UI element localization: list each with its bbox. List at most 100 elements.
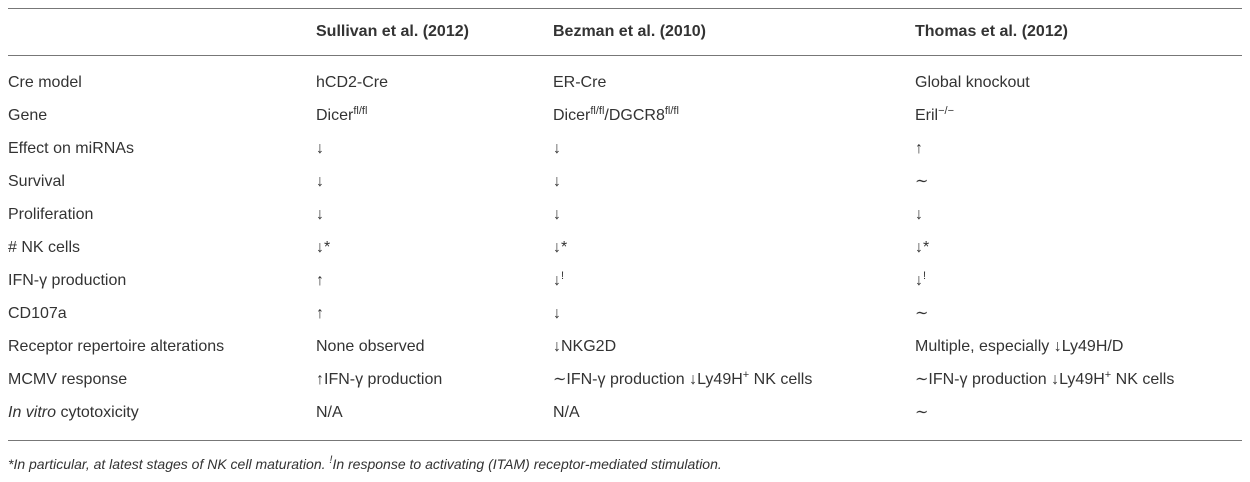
text-run: Multiple, especially ↓Ly49H/D	[915, 338, 1124, 355]
table-cell: Dicerfl/fl/DGCR8fl/fl	[553, 106, 679, 126]
text-run: ↓*	[915, 239, 930, 256]
text-run: ↓	[553, 272, 561, 289]
table-cell: ↓*	[915, 238, 929, 258]
row-label: In vitro cytotoxicity	[8, 403, 139, 423]
text-run: MCMV response	[8, 371, 128, 388]
row-label: Proliferation	[8, 205, 93, 225]
table-cell: ↑	[316, 304, 324, 324]
row-label: Receptor repertoire alterations	[8, 337, 224, 357]
text-run: ↓	[316, 140, 324, 157]
table-cell: ↓	[915, 205, 923, 225]
text-run: ∼	[915, 305, 929, 322]
text-run: N/A	[553, 404, 580, 421]
bottom-rule	[8, 440, 1242, 441]
row-label: Cre model	[8, 73, 82, 93]
superscript: +	[1104, 369, 1112, 381]
row-label: Survival	[8, 172, 65, 192]
text-run: ∼IFN-γ production ↓Ly49H	[553, 371, 743, 388]
text-run: CD107a	[8, 305, 67, 322]
superscript: fl/fl	[664, 105, 679, 117]
text-run: cytotoxicity	[56, 404, 139, 421]
superscript: !	[329, 454, 333, 466]
table-cell: ↓!	[915, 271, 926, 291]
table-cell: ↓*	[553, 238, 567, 258]
table-cell: Multiple, especially ↓Ly49H/D	[915, 337, 1123, 357]
text-run: Eril	[915, 107, 939, 124]
text-run: NK cells	[749, 371, 813, 388]
superscript: fl/fl	[590, 105, 605, 117]
text-run: N/A	[316, 404, 343, 421]
text-run: Effect on miRNAs	[8, 140, 134, 157]
text-run: ∼	[915, 173, 929, 190]
text-run: Global knockout	[915, 74, 1030, 91]
table-cell: ↓	[316, 172, 324, 192]
text-run: NK cells	[1111, 371, 1175, 388]
superscript: !	[561, 270, 565, 282]
text-run: In response to activating (ITAM) recepto…	[332, 456, 722, 472]
footnote: *In particular, at latest stages of NK c…	[8, 454, 722, 473]
text-run: ↓	[316, 206, 324, 223]
row-label: IFN-γ production	[8, 271, 126, 291]
table-cell: Global knockout	[915, 73, 1030, 93]
text-run: ∼	[915, 404, 929, 421]
text-run: Proliferation	[8, 206, 94, 223]
table-cell: N/A	[316, 403, 343, 423]
text-run: ↓	[915, 206, 923, 223]
column-header: Bezman et al. (2010)	[553, 23, 706, 40]
text-run: Gene	[8, 107, 48, 124]
table-cell: None observed	[316, 337, 425, 357]
superscript: +	[742, 369, 750, 381]
text-run: ↓	[553, 206, 561, 223]
text-run: ↑	[915, 140, 923, 157]
text-run: ER-Cre	[553, 74, 607, 91]
superscript: !	[923, 270, 927, 282]
text-run: Survival	[8, 173, 65, 190]
table-cell: ↑	[316, 271, 324, 291]
italic-run: In vitro	[8, 404, 57, 421]
text-run: ↓NKG2D	[553, 338, 617, 355]
table-cell: ↓	[553, 172, 561, 192]
table-cell: ↓!	[553, 271, 564, 291]
superscript: fl/fl	[353, 105, 368, 117]
text-run: None observed	[316, 338, 425, 355]
row-label: CD107a	[8, 304, 67, 324]
table-cell: ∼	[915, 403, 928, 423]
table-cell: ∼IFN-γ production ↓Ly49H+ NK cells	[915, 370, 1174, 390]
table-cell: Dicerfl/fl	[316, 106, 367, 126]
text-run: ↑	[316, 272, 324, 289]
text-run: IFN-γ production	[8, 272, 127, 289]
text-run: ↓	[553, 140, 561, 157]
table-cell: ∼	[915, 172, 928, 192]
table-cell: ↓	[553, 304, 561, 324]
superscript: −/−	[938, 105, 955, 117]
text-run: ↑	[316, 305, 324, 322]
table-cell: ∼	[915, 304, 928, 324]
row-label: Gene	[8, 106, 47, 126]
text-run: /DGCR8	[604, 107, 665, 124]
text-run: ↓	[316, 173, 324, 190]
table-cell: ↑	[915, 139, 923, 159]
column-header: Thomas et al. (2012)	[915, 23, 1068, 40]
text-run: # NK cells	[8, 239, 81, 256]
text-run: ↑IFN-γ production	[316, 371, 443, 388]
text-run: ↓*	[316, 239, 331, 256]
text-run: Receptor repertoire alterations	[8, 338, 225, 355]
row-label: MCMV response	[8, 370, 127, 390]
text-run: ↓	[553, 305, 561, 322]
table-cell: ↓	[316, 139, 324, 159]
row-label: # NK cells	[8, 238, 80, 258]
text-run: Dicer	[316, 107, 354, 124]
table-cell: ER-Cre	[553, 73, 606, 93]
text-run: hCD2-Cre	[316, 74, 389, 91]
table-cell: N/A	[553, 403, 580, 423]
text-run: *In particular, at latest stages of NK c…	[8, 456, 330, 472]
table-cell: Eril−/−	[915, 106, 954, 126]
table-cell: ↓	[553, 205, 561, 225]
text-run: Cre model	[8, 74, 82, 91]
column-header: Sullivan et al. (2012)	[316, 23, 469, 40]
row-label: Effect on miRNAs	[8, 139, 134, 159]
text-run: ↓	[553, 173, 561, 190]
text-run: ∼IFN-γ production ↓Ly49H	[915, 371, 1105, 388]
top-rule	[8, 8, 1242, 9]
